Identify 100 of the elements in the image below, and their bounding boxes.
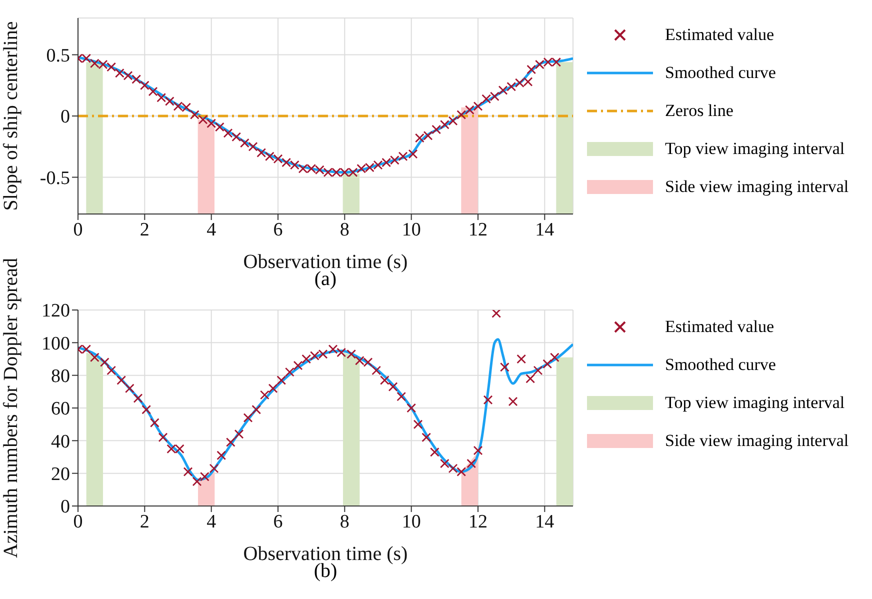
point (456, 110, 466, 120)
x-tick-label: 14 (535, 511, 555, 532)
bar (556, 62, 573, 214)
x-tick-label: 12 (468, 219, 488, 240)
point (293, 360, 303, 370)
point (82, 54, 92, 64)
point (142, 404, 152, 414)
x-tick-label: 10 (402, 511, 421, 532)
bar (86, 62, 103, 214)
point (506, 82, 516, 92)
legend-label: Estimated value (665, 25, 774, 45)
x-tick-label: 6 (273, 219, 283, 240)
legend-label: Estimated value (665, 317, 774, 337)
x-tick-label: 10 (402, 219, 421, 240)
point (550, 352, 560, 362)
point (284, 367, 294, 377)
text: (b) (314, 560, 338, 583)
point (200, 472, 210, 482)
point (240, 138, 250, 148)
point (243, 413, 253, 422)
point (100, 358, 110, 367)
legend-label: Smoothed curve (665, 355, 776, 375)
point (526, 374, 536, 384)
point (526, 64, 536, 74)
point (473, 446, 483, 456)
y-tick-label: 120 (42, 300, 70, 322)
point (140, 80, 150, 90)
x-tick-label: 6 (273, 511, 283, 532)
point (82, 344, 92, 354)
y-tick-label: -0.5 (40, 168, 70, 189)
x-tick-label: 4 (206, 219, 217, 240)
legend-label: Smoothed curve (665, 63, 776, 83)
point (533, 366, 543, 376)
y-tick-label: 0.5 (46, 45, 70, 66)
point (508, 396, 518, 406)
point (542, 359, 552, 369)
point (256, 148, 266, 158)
point (232, 132, 242, 142)
point (214, 122, 224, 132)
point (440, 120, 450, 130)
x-tick-label: 4 (206, 511, 217, 532)
x-tick-label: 8 (340, 511, 350, 532)
x-tick-label: 12 (468, 511, 488, 532)
point (183, 467, 193, 476)
legend-label: Zeros line (665, 101, 734, 121)
point (466, 458, 476, 468)
point (234, 429, 244, 439)
point (430, 447, 440, 457)
y-tick-label: 60 (51, 398, 70, 420)
point (448, 116, 458, 126)
point (158, 432, 168, 442)
point (498, 86, 508, 95)
legend-label: Top view imaging interval (665, 393, 845, 413)
x-tick-label: 2 (140, 511, 150, 532)
point (483, 395, 493, 405)
point (209, 464, 219, 474)
point (440, 458, 450, 468)
legend-label: Top view imaging interval (665, 139, 845, 159)
y-tick-label: 100 (42, 333, 70, 354)
point (133, 394, 143, 403)
point (516, 354, 526, 364)
bar (342, 174, 360, 214)
point (198, 114, 208, 124)
point (413, 420, 423, 430)
point (124, 384, 134, 394)
point (106, 366, 116, 376)
point (206, 118, 216, 128)
y-axis-title: Slope of ship centerline (0, 21, 22, 211)
point (156, 92, 166, 102)
point (432, 124, 442, 134)
point (248, 142, 258, 152)
y-tick-label: 20 (51, 464, 70, 486)
x-tick-label: 8 (340, 219, 350, 240)
y-tick-label: 0 (60, 106, 70, 128)
point (192, 476, 202, 486)
x-tick-label: 14 (535, 219, 555, 240)
point (388, 382, 398, 392)
bar (198, 120, 214, 214)
point (268, 384, 278, 394)
point (226, 438, 236, 447)
point (190, 110, 200, 120)
point (500, 362, 510, 372)
point (422, 432, 432, 442)
y-tick-label: 40 (51, 431, 70, 452)
point (380, 376, 390, 385)
legend-label: Side view imaging interval (665, 431, 849, 451)
point (372, 366, 382, 376)
point (464, 105, 474, 115)
y-axis-title: Azimuth numbers for Doppler spread (0, 258, 22, 558)
bar (461, 107, 478, 214)
y-tick-label: 0 (60, 496, 70, 518)
point (116, 376, 126, 385)
point (90, 352, 100, 362)
point (223, 128, 233, 138)
point (260, 390, 270, 400)
point (216, 450, 226, 460)
point (473, 102, 483, 111)
point (150, 418, 160, 428)
text: (a) (314, 268, 337, 291)
point (406, 403, 416, 413)
